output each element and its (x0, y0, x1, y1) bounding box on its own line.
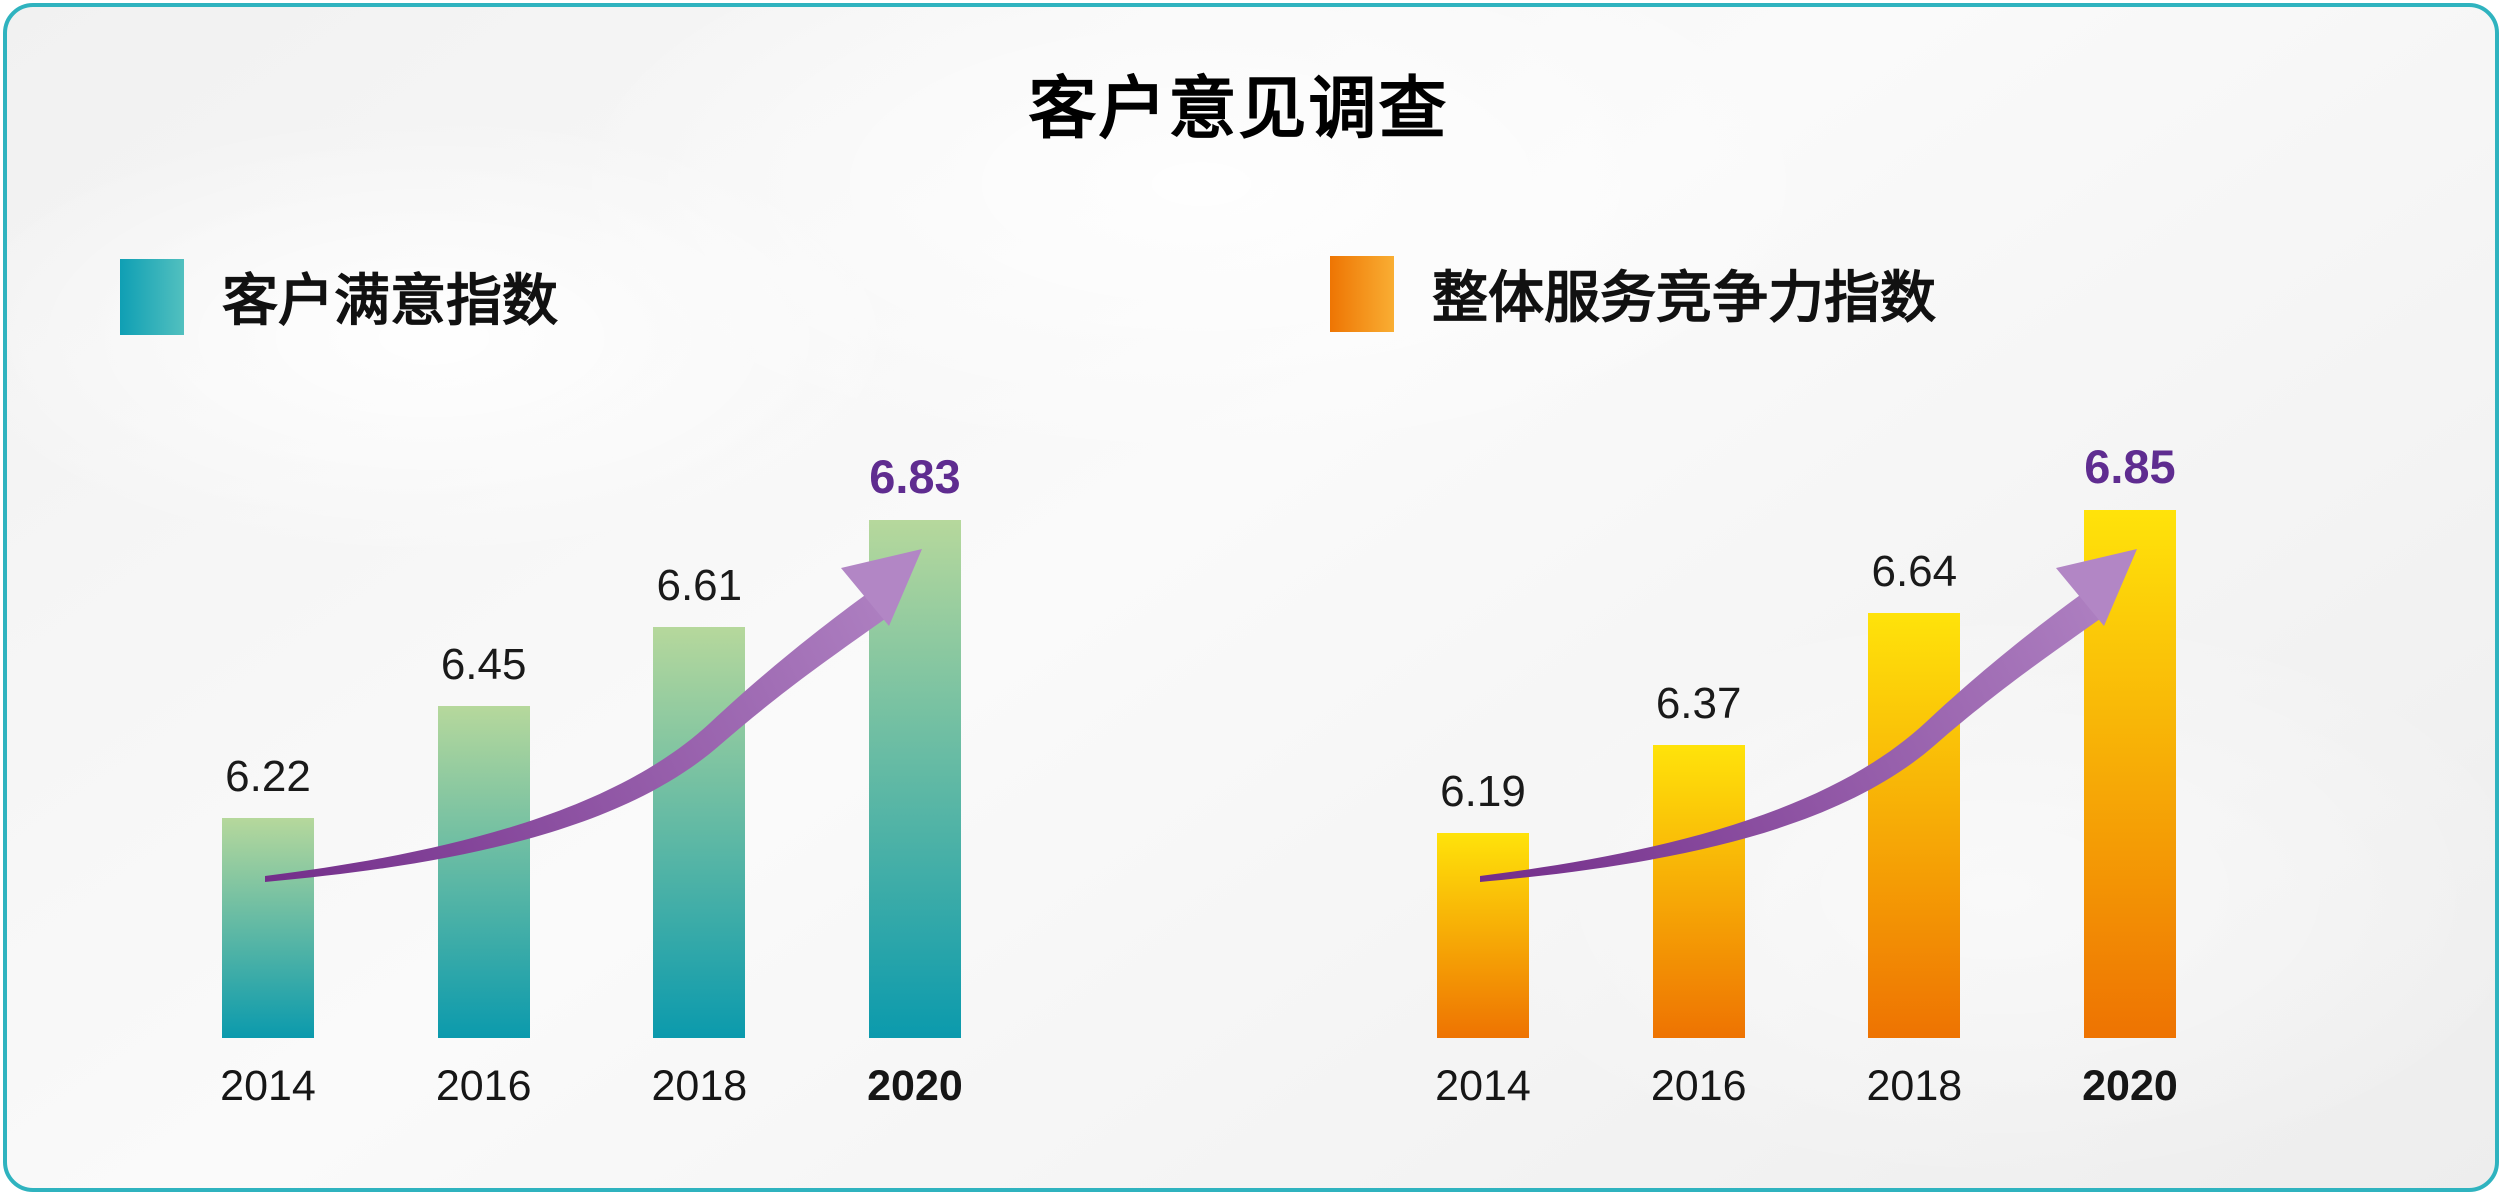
bar (868, 520, 961, 1038)
legend-competitiveness-label: 整体服务竞争力指数 (1432, 266, 1936, 329)
legend-satisfaction: 客户满意指数 (120, 256, 558, 337)
bar-group: 6.19 2014 (1435, 427, 1531, 1110)
card-background: 客户意见调查 客户满意指数 整体服务竞争力指数 6.22 2014 6.45 2016… (3, 3, 2499, 1192)
year-label: 2018 (651, 1062, 748, 1110)
bar (653, 627, 746, 1038)
competitiveness-bars: 6.19 2014 6.37 2016 6.64 2018 6.85 2020 (1435, 427, 2178, 1110)
competitiveness-chart: 6.19 2014 6.37 2016 6.64 2018 6.85 2020 (1435, 427, 2178, 1110)
page-title: 客户意见调查 (1028, 71, 1449, 147)
year-label: 2014 (1435, 1062, 1531, 1110)
bar (1437, 833, 1529, 1038)
bar-group: 6.37 2016 (1651, 427, 1747, 1110)
year-label: 2016 (1650, 1062, 1747, 1110)
year-label: 2018 (1866, 1062, 1963, 1110)
bar-value-label: 6.85 (2084, 440, 2176, 493)
bar-group: 6.85 2020 (2082, 427, 2178, 1110)
bar-value-label: 6.61 (656, 561, 743, 610)
bar-group: 6.64 2018 (1866, 427, 1962, 1110)
bar-value-label: 6.64 (1871, 547, 1958, 596)
bar-value-label: 6.22 (225, 752, 311, 801)
bar-value-label: 6.45 (440, 640, 527, 689)
year-label: 2020 (867, 1062, 963, 1110)
bar-group: 6.83 2020 (867, 427, 963, 1110)
bar-value-label: 6.19 (1440, 767, 1526, 816)
year-label: 2020 (2082, 1062, 2178, 1110)
bar (437, 706, 530, 1038)
year-label: 2016 (435, 1062, 532, 1110)
legend-satisfaction-label: 客户满意指数 (222, 269, 558, 332)
bar (222, 818, 314, 1038)
teal-swatch-icon (120, 258, 184, 335)
bar-value-label: 6.37 (1655, 679, 1742, 728)
bar (1868, 613, 1961, 1038)
bar (1652, 745, 1745, 1038)
bar-value-label: 6.83 (869, 450, 961, 503)
legend-competitiveness: 整体服务竞争力指数 (1330, 253, 1936, 334)
bar-group: 6.22 2014 (220, 427, 316, 1110)
year-label: 2014 (220, 1062, 316, 1110)
bar (2083, 510, 2176, 1038)
bar-group: 6.61 2018 (651, 427, 747, 1110)
orange-swatch-icon (1330, 255, 1394, 332)
bar-group: 6.45 2016 (436, 427, 532, 1110)
satisfaction-bars: 6.22 2014 6.45 2016 6.61 2018 6.83 2020 (220, 427, 963, 1110)
satisfaction-chart: 6.22 2014 6.45 2016 6.61 2018 6.83 2020 (220, 427, 963, 1110)
